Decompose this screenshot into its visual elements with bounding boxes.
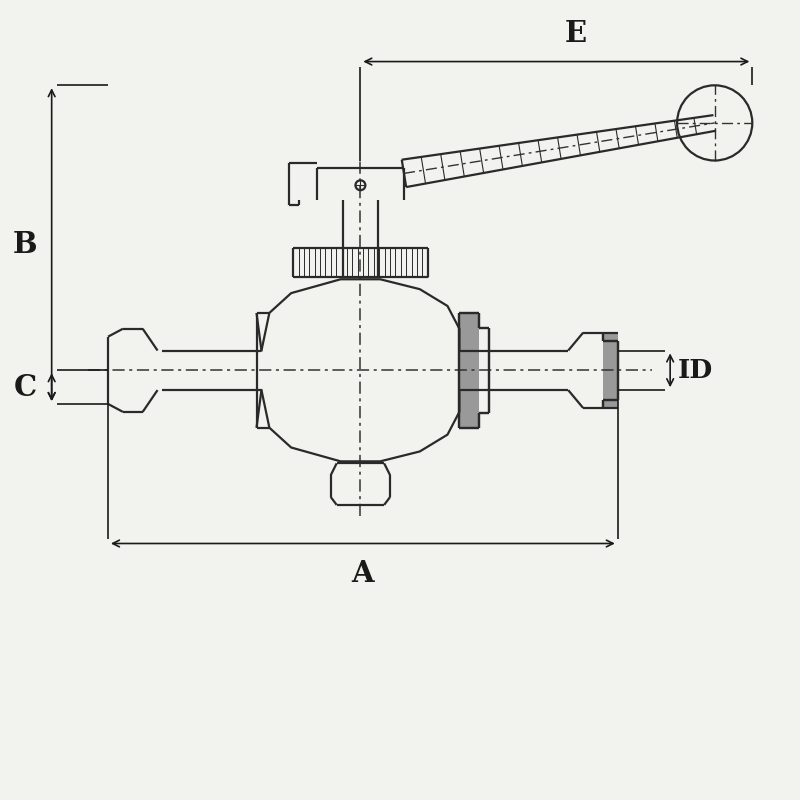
Text: E: E bbox=[565, 18, 587, 48]
Text: B: B bbox=[12, 230, 37, 259]
Bar bbox=[603, 333, 618, 408]
Text: C: C bbox=[14, 373, 37, 402]
Bar bbox=[459, 313, 479, 428]
Text: A: A bbox=[351, 559, 374, 588]
Text: ID: ID bbox=[678, 358, 714, 383]
